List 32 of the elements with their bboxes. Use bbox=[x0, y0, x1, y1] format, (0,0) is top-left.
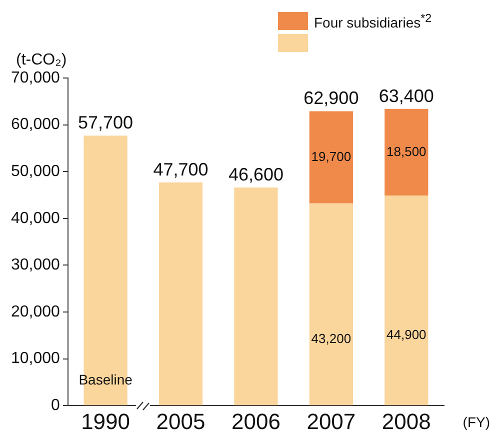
y-tick-label: 20,000 bbox=[11, 303, 60, 320]
bar bbox=[384, 195, 428, 406]
bar bbox=[234, 188, 278, 406]
x-tick-label: 2007 bbox=[306, 408, 356, 434]
y-tick-label: 40,000 bbox=[11, 210, 60, 227]
bar bbox=[309, 111, 353, 204]
y-axis-title: (t-CO₂) bbox=[16, 51, 67, 68]
total-label: 62,900 bbox=[304, 88, 359, 108]
annotation: Baseline bbox=[78, 371, 133, 388]
data-label: 43,200 bbox=[311, 330, 352, 346]
bar bbox=[309, 203, 353, 406]
y-tick-label: 60,000 bbox=[11, 116, 60, 134]
x-axis-title: (FY) bbox=[462, 414, 490, 430]
bar bbox=[384, 108, 428, 196]
y-tick-label: 30,000 bbox=[11, 256, 60, 274]
y-tick-label: 50,000 bbox=[11, 163, 60, 180]
bar bbox=[158, 182, 203, 406]
x-tick-label: 2005 bbox=[156, 408, 206, 434]
data-label: 19,700 bbox=[311, 148, 352, 164]
x-tick-label: 1990 bbox=[81, 408, 130, 434]
total-label: 46,600 bbox=[228, 164, 284, 184]
legend-label: Four subsidiaries$^{*2}$ bbox=[314, 12, 432, 30]
x-tick-label: 2006 bbox=[231, 408, 280, 434]
y-tick-label: 70,000 bbox=[11, 69, 60, 86]
total-label: 57,700 bbox=[78, 112, 134, 133]
x-tick-label: 2008 bbox=[382, 408, 431, 434]
y-tick-label: 0 bbox=[51, 397, 60, 414]
total-label: 47,700 bbox=[153, 159, 208, 180]
data-label: 44,900 bbox=[386, 326, 426, 342]
y-tick-label: 10,000 bbox=[11, 350, 60, 368]
data-label: 18,500 bbox=[386, 144, 426, 159]
total-label: 63,400 bbox=[378, 86, 434, 106]
